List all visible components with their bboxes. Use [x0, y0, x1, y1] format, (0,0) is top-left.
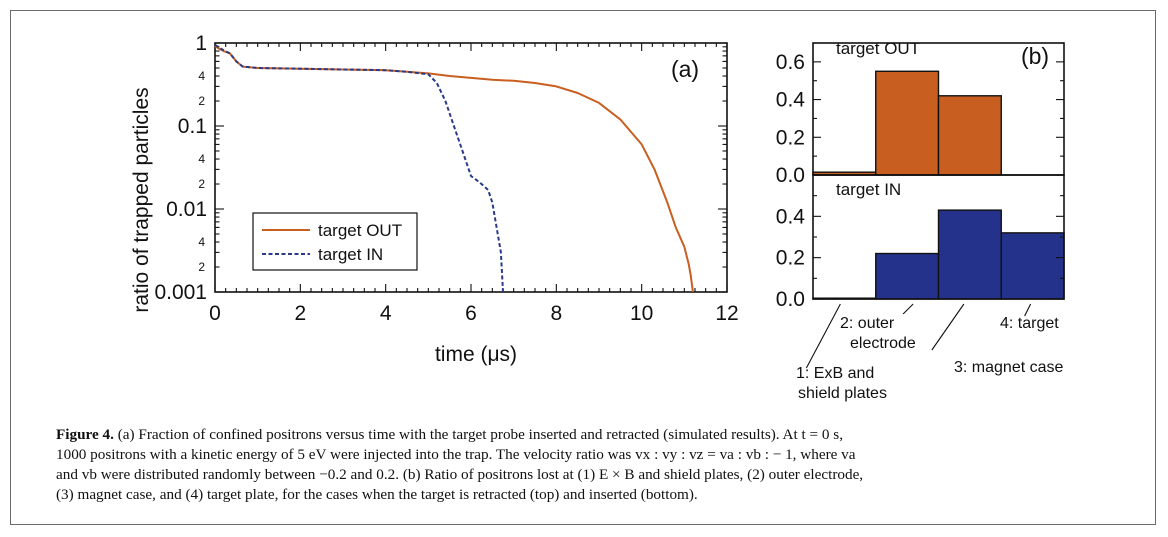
y-minor-tick-label: 4 [198, 235, 205, 249]
category-annotation-2: 2: outer [840, 315, 895, 332]
target-out-bar-2 [875, 70, 940, 176]
target-out-y-tick-label: 0.4 [776, 89, 806, 112]
x-tick-label: 6 [465, 302, 477, 325]
y-tick-label: 1 [195, 32, 207, 55]
target-out-y-tick-label: 0.0 [776, 164, 805, 187]
y-minor-tick-label: 4 [198, 152, 205, 166]
target-out-bar-3 [937, 95, 1002, 176]
category-leader-line [1024, 303, 1032, 317]
y-tick-label: 0.01 [166, 198, 207, 221]
caption-line-3: and vb were distributed randomly between… [56, 466, 864, 483]
caption-line-1: (a) Fraction of confined positrons versu… [117, 426, 844, 443]
panel-a-label: (a) [671, 56, 699, 82]
y-minor-tick-label: 2 [198, 94, 205, 108]
panel-a-tick-labels: 0 2 4 6 8 10 12 1 0.1 0.01 0.001 4 2 4 2 4 2 [154, 32, 738, 325]
panel-a-legend: target OUT target IN [252, 212, 418, 271]
panel-b-bottom-subplot: 0.0 0.2 0.4 [776, 174, 1065, 311]
panel-a-chart: 0 2 4 6 8 10 12 1 0.1 0.01 0.001 4 2 4 2 4 2 ratio of tr… [130, 32, 739, 366]
legend-label-target-in: target IN [318, 245, 383, 264]
y-minor-tick-label: 2 [198, 177, 205, 191]
caption-label: Figure 4. [56, 426, 114, 443]
category-leader-line [931, 303, 965, 351]
category-annotation-1: 1: ExB and [796, 365, 874, 382]
panel-a-series [214, 43, 694, 293]
x-tick-label: 0 [209, 302, 221, 325]
legend-label-target-out: target OUT [318, 221, 402, 240]
panel-a-ticks [214, 43, 728, 293]
panel-b-chart: 0.0 0.2 0.4 0.6 0.0 0.2 0.4 target OUT target… [776, 39, 1065, 402]
panel-b-label: (b) [1021, 43, 1049, 69]
y-tick-label: 0.001 [154, 281, 207, 304]
x-tick-label: 8 [550, 302, 562, 325]
target-in-y-tick-label: 0.0 [776, 288, 805, 311]
caption-line-4: (3) magnet case, and (4) target plate, f… [56, 486, 698, 503]
figure-canvas: 0 2 4 6 8 10 12 1 0.1 0.01 0.001 4 2 4 2 4 2 ratio of tr… [130, 32, 1065, 402]
category-leader-line [902, 303, 914, 315]
x-tick-label: 10 [630, 302, 653, 325]
panel-b-category-annotations: 1: ExB and shield plates 2: outer electrode… [796, 303, 1064, 402]
figure-caption: Figure 4. (a) Fraction of confined posit… [56, 425, 1116, 505]
target-out-y-tick-label: 0.2 [776, 126, 805, 149]
category-annotation-1: shield plates [798, 385, 887, 402]
panel-b-top-title: target OUT [836, 39, 920, 58]
target-in-bar-4 [1000, 232, 1065, 300]
series-line-target-in [214, 43, 504, 293]
target-in-bar-2 [875, 252, 940, 300]
target-in-y-tick-label: 0.2 [776, 247, 805, 270]
legend-box [252, 212, 418, 271]
figure-frame [10, 10, 1156, 525]
caption-line-2: 1000 positrons with a kinetic energy of … [56, 446, 856, 463]
x-tick-label: 2 [294, 302, 306, 325]
category-leader-line [805, 303, 841, 369]
x-tick-label: 4 [380, 302, 392, 325]
panel-a-y-axis-label: ratio of trapped particles [130, 87, 153, 312]
target-in-y-tick-label: 0.4 [776, 205, 806, 228]
target-out-y-tick-label: 0.6 [776, 51, 805, 74]
y-tick-label: 0.1 [178, 115, 207, 138]
x-tick-label: 12 [715, 302, 738, 325]
category-annotation-3: 3: magnet case [954, 359, 1064, 376]
panel-a-x-axis-label: time (μs) [435, 343, 517, 366]
panel-b-bottom-title: target IN [836, 180, 901, 199]
category-annotation-2: electrode [850, 335, 916, 352]
target-in-bar-3 [937, 209, 1002, 300]
y-minor-tick-label: 4 [198, 69, 205, 83]
y-minor-tick-label: 2 [198, 260, 205, 274]
category-annotation-4: 4: target [1000, 315, 1059, 332]
